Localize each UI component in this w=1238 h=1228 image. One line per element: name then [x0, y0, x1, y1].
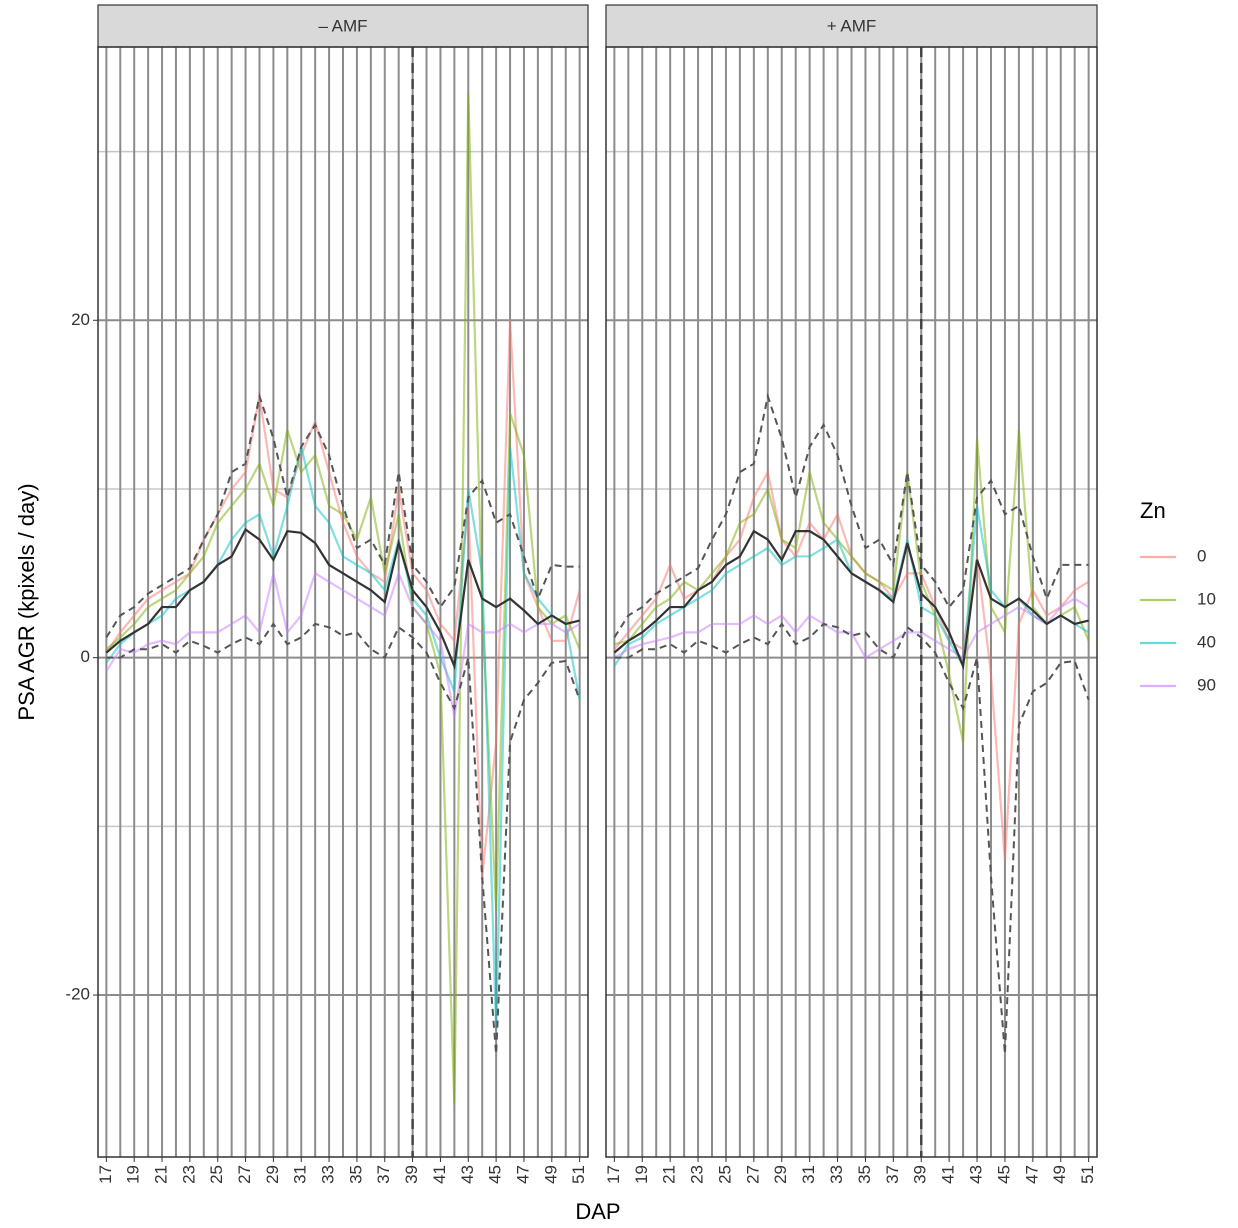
x-tick-label: 25	[207, 1165, 226, 1184]
y-tick-label: 20	[71, 310, 90, 329]
x-tick-label: 21	[660, 1165, 679, 1184]
legend-title: Zn	[1140, 498, 1166, 523]
x-tick-label: 43	[458, 1165, 477, 1184]
x-tick-label: 47	[513, 1165, 532, 1184]
panel-title: + AMF	[827, 16, 877, 35]
legend-label: 40	[1197, 632, 1216, 651]
x-tick-label: 23	[688, 1165, 707, 1184]
x-tick-label: 23	[179, 1165, 198, 1184]
series-line	[105, 446, 581, 1029]
x-tick-label: 27	[743, 1165, 762, 1184]
x-tick-label: 21	[152, 1165, 171, 1184]
x-tick-label: 41	[939, 1165, 958, 1184]
series-line	[105, 392, 580, 638]
x-tick-label: 39	[911, 1165, 930, 1184]
x-tick-label: 45	[994, 1165, 1013, 1184]
y-tick-label: 0	[81, 647, 90, 666]
y-tick-label: -20	[65, 985, 90, 1004]
x-tick-label: 51	[569, 1165, 588, 1184]
series-line	[106, 622, 581, 1055]
series-line	[614, 429, 1090, 743]
legend-label: 0	[1197, 546, 1206, 565]
x-tick-label: 45	[486, 1165, 505, 1184]
x-tick-label: 39	[402, 1165, 421, 1184]
x-tick-label: 49	[1050, 1165, 1069, 1184]
panel-border	[605, 46, 1098, 1158]
x-tick-label: 19	[632, 1165, 651, 1184]
x-tick-label: 17	[96, 1165, 115, 1184]
x-tick-label: 43	[967, 1165, 986, 1184]
panel-title: – AMF	[318, 16, 367, 35]
series-line	[614, 622, 1090, 1055]
strip	[605, 4, 1098, 48]
x-tick-label: 51	[1078, 1165, 1097, 1184]
x-tick-label: 33	[319, 1165, 338, 1184]
x-tick-label: 49	[541, 1165, 560, 1184]
x-tick-label: 31	[799, 1165, 818, 1184]
x-tick-label: 31	[291, 1165, 310, 1184]
x-tick-label: 35	[346, 1165, 365, 1184]
x-tick-label: 33	[827, 1165, 846, 1184]
x-tick-label: 29	[771, 1165, 790, 1184]
series-line	[613, 392, 1089, 638]
strip	[97, 4, 589, 48]
series-line	[105, 527, 580, 671]
x-tick-label: 27	[235, 1165, 254, 1184]
x-tick-label: 47	[1022, 1165, 1041, 1184]
legend-label: 90	[1197, 675, 1216, 694]
x-tick-label: 19	[124, 1165, 143, 1184]
series-line	[613, 597, 1090, 660]
series-line	[105, 320, 581, 878]
x-tick-label: 17	[604, 1165, 623, 1184]
x-tick-label: 37	[374, 1165, 393, 1184]
x-tick-label: 41	[430, 1165, 449, 1184]
x-tick-label: 37	[883, 1165, 902, 1184]
x-tick-label: 29	[263, 1165, 282, 1184]
x-tick-label: 25	[715, 1165, 734, 1184]
series-line	[105, 570, 581, 717]
x-tick-label: 35	[855, 1165, 874, 1184]
panel-border	[97, 46, 589, 1158]
y-axis-label: PSA AGR (kpixels / day)	[14, 483, 39, 720]
series-line	[105, 92, 581, 1105]
legend-label: 10	[1197, 589, 1216, 608]
series-line	[613, 529, 1089, 671]
x-axis-label: DAP	[575, 1199, 620, 1224]
